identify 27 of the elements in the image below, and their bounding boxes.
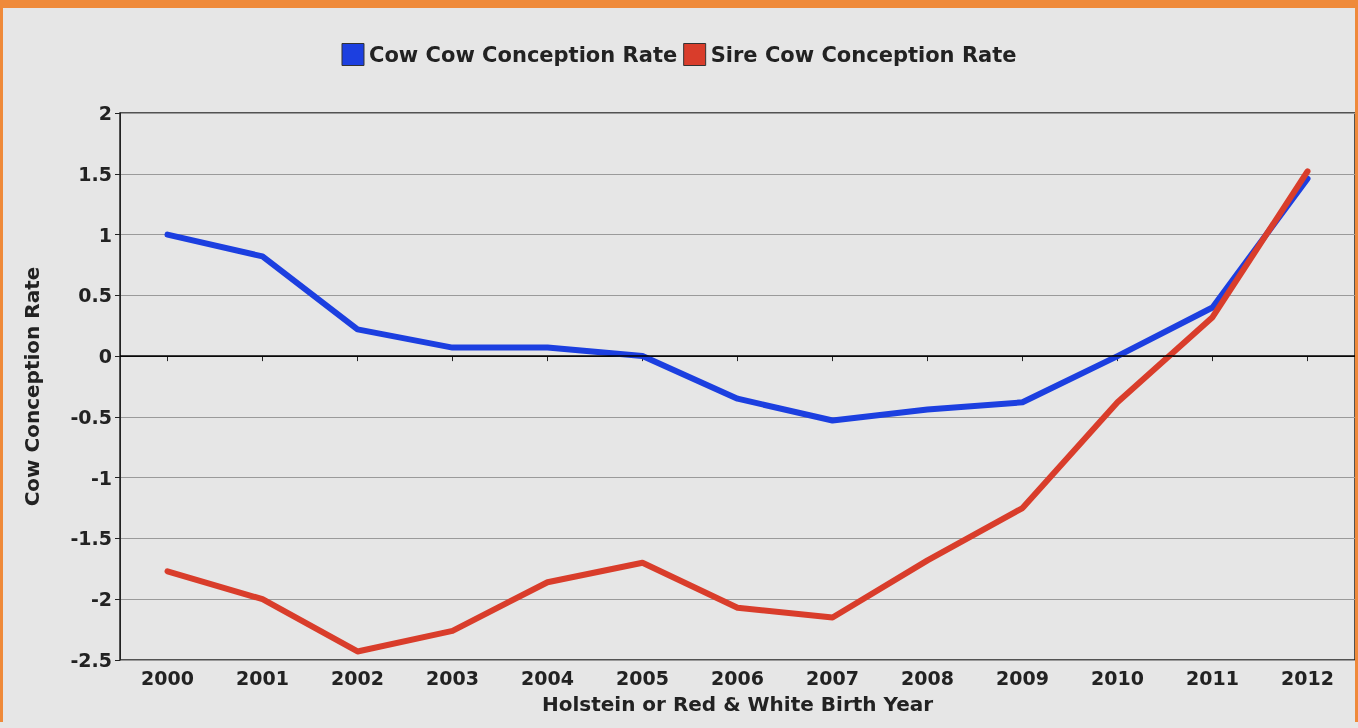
x-axis-title: Holstein or Red & White Birth Year: [541, 692, 934, 716]
x-tick-label: 2005: [616, 666, 669, 689]
x-tick-label: 2007: [806, 666, 859, 689]
legend-label: Cow Cow Conception Rate: [369, 42, 678, 67]
x-tick-label: 2004: [521, 666, 574, 689]
x-tick-label: 2008: [901, 666, 954, 689]
y-tick-label: -2: [90, 588, 112, 611]
y-axis-title: Cow Conception Rate: [20, 266, 44, 507]
x-tick-label: 2000: [141, 666, 194, 689]
y-tick-label: 1: [98, 223, 112, 246]
x-tick-label: 2003: [426, 666, 479, 689]
y-tick-label: 0: [98, 345, 112, 368]
x-tick-label: 2002: [331, 666, 384, 689]
x-tick-label: 2010: [1091, 666, 1144, 689]
y-tick-label: 2: [98, 102, 112, 124]
x-tick-label: 2009: [996, 666, 1049, 689]
x-tick-label: 2011: [1186, 666, 1239, 689]
y-tick-label: 0.5: [78, 284, 112, 307]
legend-label: Sire Cow Conception Rate: [710, 42, 1017, 67]
y-tick-label: 1.5: [78, 162, 112, 185]
x-tick-label: 2001: [236, 666, 289, 689]
y-tick-label: -0.5: [70, 405, 112, 428]
y-tick-label: -1.5: [70, 527, 112, 550]
y-tick-label: -1: [90, 466, 112, 489]
x-tick-label: 2006: [711, 666, 764, 689]
y-tick-label: -2.5: [70, 649, 112, 671]
x-tick-label: 2012: [1281, 666, 1334, 689]
